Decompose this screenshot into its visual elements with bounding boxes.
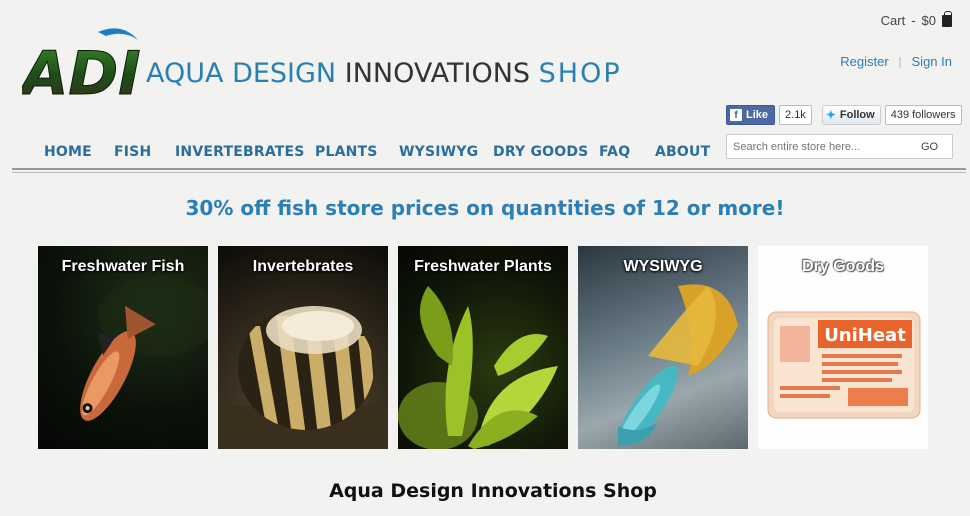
shop-section-title: Aqua Design Innovations Shop: [329, 480, 657, 502]
category-label: Freshwater Plants: [414, 258, 552, 275]
nav-item-plants[interactable]: PLANTS: [315, 144, 378, 160]
shopping-bag-icon: [942, 10, 952, 27]
nav-divider-secondary: [12, 172, 966, 173]
twitter-bird-icon: ✦: [825, 108, 836, 122]
search-input[interactable]: [727, 135, 917, 158]
site-logo[interactable]: ADI: [18, 26, 142, 110]
uniheat-product-name: UniHeat: [824, 325, 906, 346]
category-tile-dry-goods[interactable]: UniHeat Dry Goods: [758, 246, 928, 449]
promo-banner: 30% off fish store prices on quantities …: [185, 196, 785, 220]
category-label: Freshwater Fish: [61, 258, 185, 275]
cart-amount: $0: [921, 13, 936, 28]
title-shop: SHOP: [538, 58, 622, 89]
freshwater-fish-image: [80, 276, 208, 421]
title-aqua-design: AQUA DESIGN: [146, 58, 337, 89]
nav-item-about[interactable]: ABOUT: [655, 144, 711, 160]
nav-item-home[interactable]: HOME: [44, 144, 92, 160]
freshwater-plants-image: [398, 286, 558, 449]
nav-item-dry-goods[interactable]: DRY GOODS: [493, 144, 589, 160]
cart-label: Cart: [880, 13, 906, 28]
account-separator: |: [898, 55, 902, 68]
wysiwyg-betta-image: [618, 284, 738, 447]
invertebrates-image: [218, 306, 388, 449]
category-label: Dry Goods: [802, 258, 884, 275]
nav-item-wysiwyg[interactable]: WYSIWYG: [399, 144, 479, 160]
title-innovations: INNOVATIONS: [344, 58, 531, 89]
nav-item-fish[interactable]: FISH: [114, 144, 152, 160]
facebook-icon: f: [730, 109, 742, 121]
nav-item-invertebrates[interactable]: INVERTEBRATES: [175, 144, 305, 160]
facebook-like-button[interactable]: f Like: [726, 105, 776, 125]
sign-in-link[interactable]: Sign In: [911, 54, 952, 69]
search-go-button[interactable]: GO: [921, 140, 939, 153]
account-links: Register | Sign In: [840, 54, 952, 69]
facebook-like-label: Like: [746, 109, 769, 121]
twitter-follow-label: Follow: [839, 109, 875, 121]
cart-link[interactable]: Cart - $0: [880, 10, 952, 28]
register-link[interactable]: Register: [840, 54, 889, 69]
main-nav: HOME FISH INVERTEBRATES PLANTS WYSIWYG D…: [44, 144, 715, 160]
cart-separator: -: [911, 13, 916, 28]
search-box: GO: [726, 134, 953, 159]
nav-divider: [12, 168, 966, 170]
site-title[interactable]: AQUA DESIGN INNOVATIONS SHOP: [146, 58, 622, 89]
twitter-follow-button[interactable]: ✦ Follow: [821, 105, 881, 125]
category-tile-freshwater-fish[interactable]: Freshwater Fish: [38, 246, 208, 449]
nav-item-faq[interactable]: FAQ: [599, 144, 631, 160]
logo-text: ADI: [22, 39, 141, 98]
social-buttons: f Like 2.1k ✦ Follow 439 followers: [726, 105, 962, 125]
category-tile-freshwater-plants[interactable]: Freshwater Plants: [398, 246, 568, 449]
category-tile-invertebrates[interactable]: Invertebrates: [218, 246, 388, 449]
twitter-followers-count: 439 followers: [884, 105, 962, 125]
dry-goods-uniheat-image: UniHeat: [767, 311, 921, 419]
category-label: Invertebrates: [252, 258, 354, 275]
category-label: WYSIWYG: [623, 258, 703, 275]
category-tile-wysiwyg[interactable]: WYSIWYG: [578, 246, 748, 449]
facebook-like-count: 2.1k: [779, 105, 812, 125]
